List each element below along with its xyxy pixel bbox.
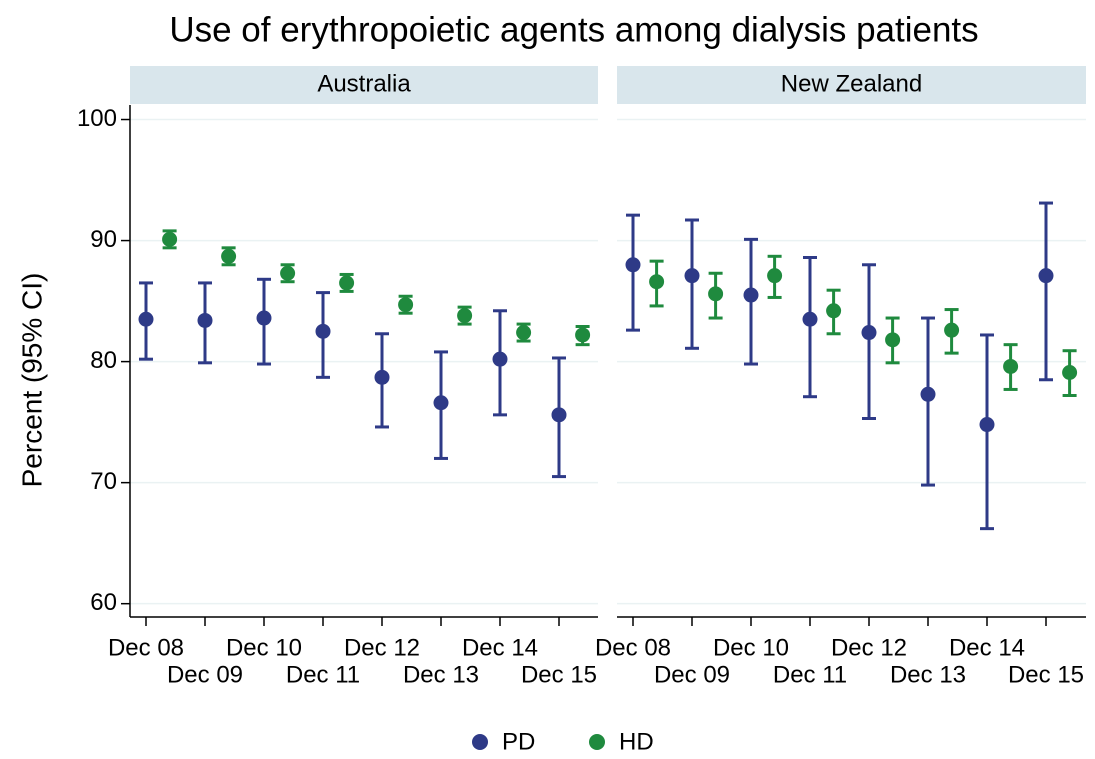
y-tick-label: 100 <box>77 105 117 132</box>
x-tick-label: Dec 11 <box>286 661 360 688</box>
point <box>802 311 818 327</box>
point <box>684 268 700 284</box>
y-tick-label: 70 <box>90 468 117 495</box>
y-tick-label: 90 <box>90 226 117 253</box>
y-axis-label: Percent (95% CI) <box>16 273 47 488</box>
y-tick-label: 80 <box>90 347 117 374</box>
legend-marker <box>472 734 488 750</box>
point <box>398 297 414 313</box>
x-tick-label: Dec 10 <box>226 634 302 661</box>
point <box>339 275 355 291</box>
point <box>826 303 842 319</box>
point <box>197 312 213 328</box>
point <box>743 287 759 303</box>
point <box>885 332 901 348</box>
legend-label: HD <box>619 728 654 755</box>
legend-label: PD <box>502 728 535 755</box>
x-tick-label: Dec 15 <box>521 661 597 688</box>
point <box>280 265 296 281</box>
x-tick-label: Dec 09 <box>167 661 243 688</box>
panel-strip <box>130 66 598 104</box>
point <box>138 311 154 327</box>
point <box>708 286 724 302</box>
point <box>625 257 641 273</box>
point <box>551 407 567 423</box>
y-tick-label: 60 <box>90 589 117 616</box>
point <box>861 325 877 341</box>
point <box>1003 358 1019 374</box>
x-tick-label: Dec 15 <box>1008 661 1084 688</box>
point <box>575 327 591 343</box>
x-tick-label: Dec 12 <box>344 634 420 661</box>
point <box>979 417 995 433</box>
x-tick-label: Dec 14 <box>949 634 1025 661</box>
point <box>492 351 508 367</box>
point <box>516 325 532 341</box>
x-tick-label: Dec 13 <box>403 661 479 688</box>
point <box>433 395 449 411</box>
point <box>256 310 272 326</box>
x-tick-label: Dec 09 <box>654 661 730 688</box>
point <box>221 248 237 264</box>
point <box>457 308 473 324</box>
panel-title: New Zealand <box>781 70 922 97</box>
x-tick-label: Dec 14 <box>462 634 538 661</box>
x-tick-label: Dec 12 <box>831 634 907 661</box>
x-tick-label: Dec 11 <box>773 661 847 688</box>
point <box>649 274 665 290</box>
point <box>374 369 390 385</box>
point <box>920 386 936 402</box>
point <box>1062 364 1078 380</box>
chart-title: Use of erythropoietic agents among dialy… <box>169 10 978 49</box>
point <box>315 323 331 339</box>
point <box>162 231 178 247</box>
x-tick-label: Dec 10 <box>713 634 789 661</box>
point <box>767 268 783 284</box>
point <box>1038 268 1054 284</box>
legend-marker <box>589 734 605 750</box>
panel-title: Australia <box>317 70 411 97</box>
x-tick-label: Dec 08 <box>108 634 184 661</box>
x-tick-label: Dec 13 <box>890 661 966 688</box>
point <box>944 322 960 338</box>
panel-strip <box>617 66 1086 104</box>
x-tick-label: Dec 08 <box>595 634 671 661</box>
